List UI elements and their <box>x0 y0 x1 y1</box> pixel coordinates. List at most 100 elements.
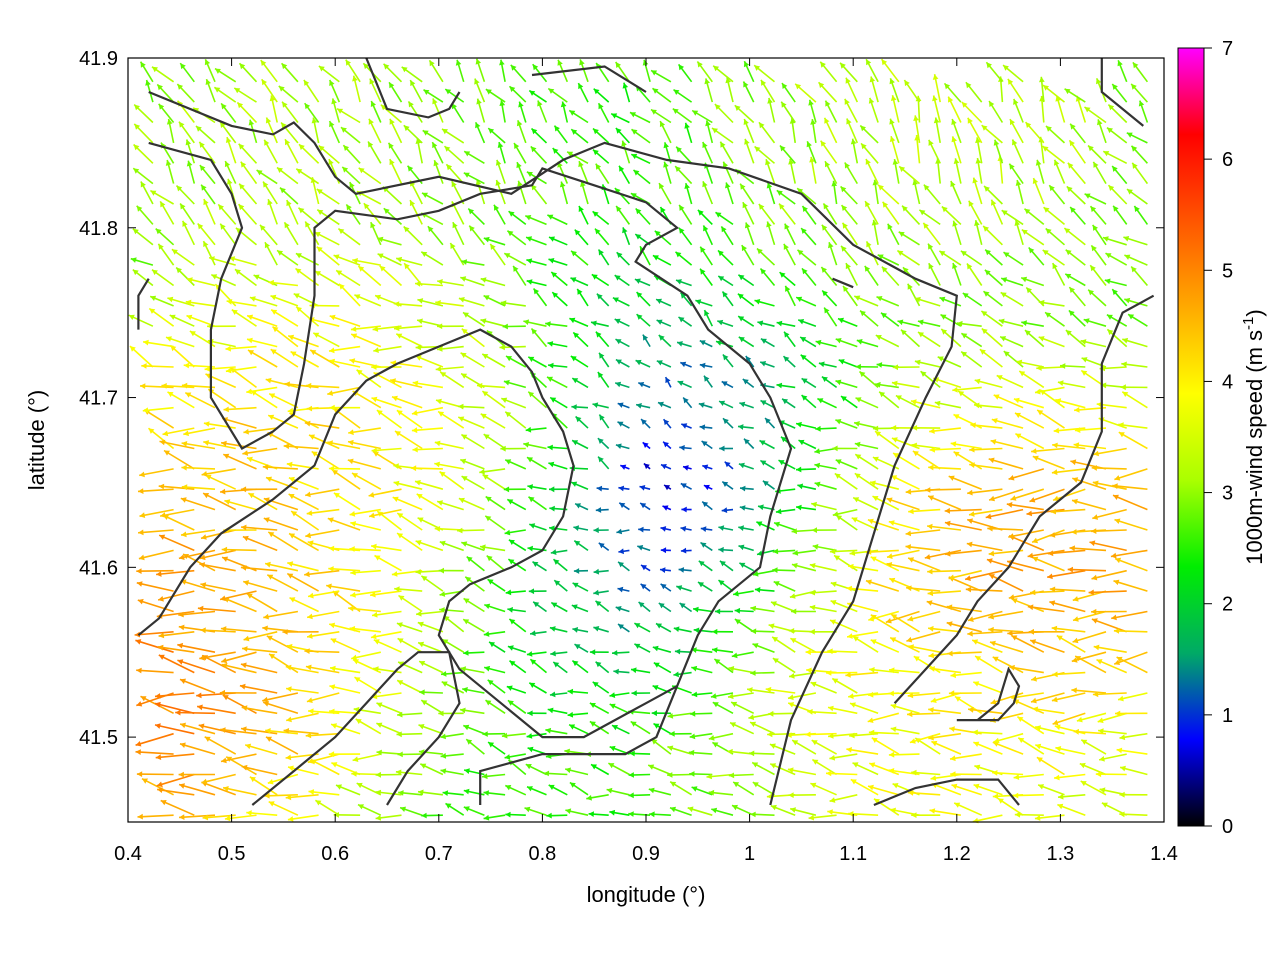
wind-arrow <box>410 181 422 204</box>
wind-arrow <box>856 364 879 370</box>
wind-arrow <box>839 359 858 367</box>
wind-arrow <box>695 299 712 306</box>
wind-arrow <box>810 590 837 596</box>
wind-arrow <box>792 528 816 534</box>
wind-arrow <box>215 69 236 82</box>
wind-arrow <box>137 771 174 777</box>
wind-arrow <box>750 812 774 818</box>
wind-arrow <box>975 656 1002 673</box>
wind-arrow <box>152 270 174 286</box>
wind-arrow <box>1113 206 1127 225</box>
wind-arrow <box>831 582 858 592</box>
wind-arrow <box>484 815 506 821</box>
wind-arrow <box>369 489 402 498</box>
wind-arrow <box>241 663 277 673</box>
wind-arrow <box>549 258 568 265</box>
wind-arrow <box>507 686 526 694</box>
wind-arrow <box>1017 717 1043 734</box>
wind-arrow <box>833 510 858 517</box>
wind-arrow <box>825 101 836 123</box>
wind-arrow <box>436 366 464 372</box>
wind-arrow <box>719 446 733 452</box>
wind-arrow <box>435 441 464 449</box>
wind-arrow <box>709 734 733 741</box>
wind-arrow <box>484 790 506 796</box>
wind-arrow <box>572 378 588 387</box>
wind-arrow <box>549 785 568 795</box>
wind-arrow <box>616 529 629 535</box>
wind-arrow <box>757 321 774 327</box>
wind-arrow <box>534 289 547 306</box>
y-tick-label: 41.6 <box>79 557 118 579</box>
wind-arrow <box>612 725 629 734</box>
wind-arrow <box>893 364 920 370</box>
wind-arrow <box>1114 580 1148 592</box>
wind-arrow <box>313 333 339 347</box>
wind-arrow <box>134 124 153 143</box>
wind-arrow <box>1016 180 1023 204</box>
wind-arrow <box>504 253 526 265</box>
wind-arrow <box>438 412 464 429</box>
wind-arrow <box>398 752 423 758</box>
wind-arrow <box>688 807 713 816</box>
wind-arrow <box>733 782 754 795</box>
wind-arrow <box>811 502 836 510</box>
wind-arrow <box>657 320 671 327</box>
wind-arrow <box>1021 277 1044 286</box>
wind-arrow <box>866 549 899 555</box>
wind-arrow <box>590 649 609 655</box>
wind-arrow <box>568 689 588 695</box>
wind-arrow <box>782 83 795 102</box>
wind-arrow <box>1001 292 1023 306</box>
wind-arrow <box>773 658 795 672</box>
wind-arrow <box>981 311 1002 326</box>
wind-arrow <box>177 659 215 672</box>
wind-arrow <box>503 324 526 330</box>
wind-arrow <box>384 208 402 224</box>
y-tick-label: 41.9 <box>79 48 118 70</box>
wind-arrow <box>949 690 982 696</box>
wind-arrow <box>500 446 525 452</box>
wind-arrow <box>702 502 712 510</box>
wind-arrow <box>623 83 630 102</box>
x-tick-label: 1.1 <box>839 843 867 865</box>
wind-arrow <box>319 66 339 82</box>
wind-arrow <box>1043 146 1065 163</box>
wind-arrow <box>304 80 319 102</box>
wind-arrow <box>608 763 629 774</box>
wind-arrow <box>928 734 961 741</box>
wind-arrow <box>419 724 443 734</box>
wind-arrow <box>802 268 816 285</box>
wind-arrow <box>575 644 589 652</box>
wind-arrow <box>329 347 360 354</box>
wind-arrow <box>723 355 733 368</box>
wind-arrow <box>679 567 692 573</box>
wind-arrow <box>527 710 546 716</box>
wind-arrow <box>242 646 277 652</box>
wind-arrow <box>618 486 629 492</box>
wind-arrow <box>155 723 194 733</box>
wind-arrow <box>327 440 360 448</box>
wind-arrow <box>675 649 692 655</box>
wind-arrow <box>1093 691 1127 697</box>
wind-arrow <box>1106 253 1127 265</box>
wind-arrow <box>547 377 567 388</box>
wind-arrow <box>527 279 547 285</box>
wind-arrow <box>530 659 546 672</box>
wind-arrow <box>730 722 754 733</box>
wind-arrow <box>247 338 277 347</box>
wind-arrow <box>235 269 257 285</box>
wind-arrow <box>129 315 153 326</box>
wind-arrow <box>505 530 526 536</box>
wind-arrow <box>221 754 257 763</box>
wind-arrow <box>836 459 858 469</box>
wind-arrow <box>453 222 464 245</box>
wind-arrow <box>517 120 526 143</box>
wind-arrow <box>1004 252 1024 265</box>
wind-arrow <box>842 205 858 224</box>
wind-arrow <box>828 706 857 714</box>
wind-arrow <box>912 425 940 431</box>
wind-arrow <box>679 64 692 81</box>
wind-arrow <box>506 590 526 596</box>
wind-arrow <box>929 666 961 673</box>
